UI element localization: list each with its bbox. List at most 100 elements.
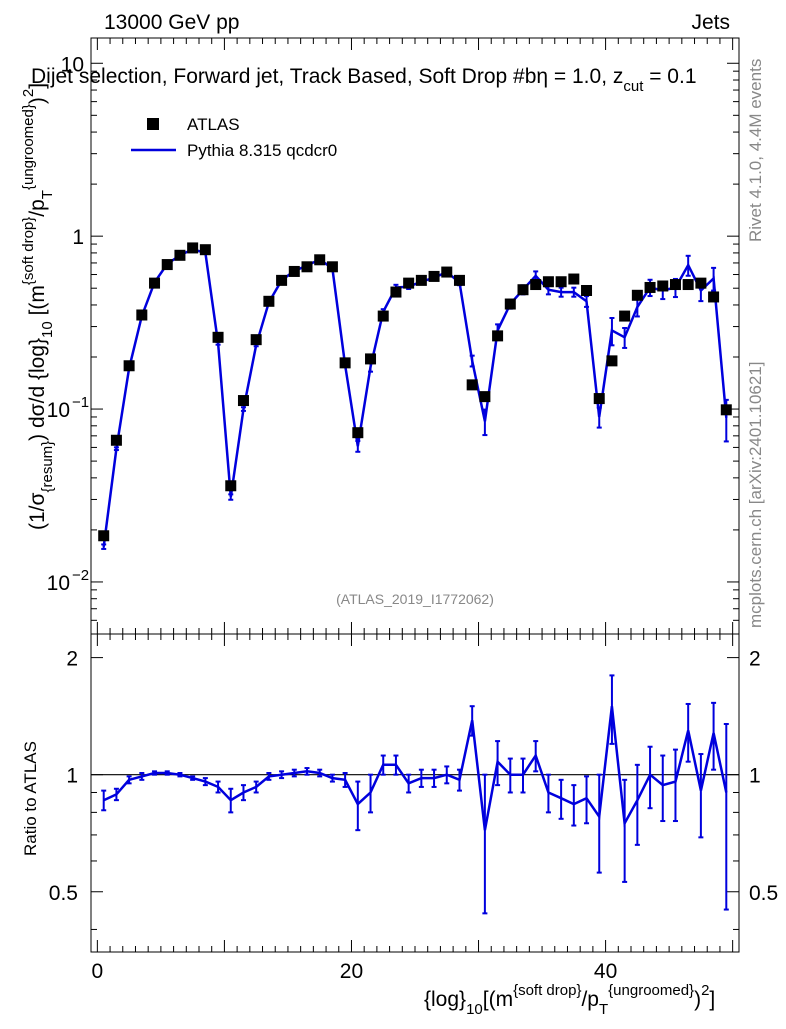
y-tick-label: 10 — [61, 53, 84, 76]
mcplots-label: mcplots.cern.ch [arXiv:2401.10621] — [746, 362, 765, 628]
data-point — [644, 281, 656, 293]
mc-series-line — [102, 247, 728, 547]
energy-label: 13000 GeV pp — [104, 11, 239, 34]
y-axis-title-part: 2 — [20, 89, 37, 97]
x-tick-label: 0 — [92, 960, 104, 983]
ratio-y-tick-label-right: 2 — [749, 648, 761, 671]
data-point — [492, 330, 504, 342]
y-tick-label: 10 — [47, 399, 70, 422]
data-point — [263, 295, 275, 307]
y-axis-title-part: T — [39, 190, 56, 199]
y-axis-title: (1/σ{resum}) dσ/d {log}10 [(m{soft drop}… — [20, 83, 56, 530]
data-point — [517, 284, 529, 296]
y-axis-title-part: ) — [26, 97, 49, 104]
data-point — [403, 277, 415, 289]
selection-title-tail: = 0.1 — [643, 65, 696, 88]
x-axis-title: {log}10[(m{soft drop}/pT{ungroomed})2] — [424, 982, 715, 1018]
x-axis-title-part: {log} — [424, 988, 466, 1011]
y-tick-label: 1 — [72, 226, 84, 249]
data-point — [669, 279, 681, 291]
data-point — [695, 277, 707, 289]
ratio-y-tick-label: 0.5 — [49, 882, 78, 905]
ratio-mc-line — [103, 706, 728, 831]
data-point — [250, 334, 262, 346]
data-point — [504, 298, 516, 310]
x-axis-title-part: 2 — [701, 982, 709, 999]
data-point — [212, 331, 224, 343]
data-point — [352, 427, 364, 439]
y-tick-exponent: −2 — [72, 567, 89, 584]
ratio-axis-title: Ratio to ATLAS — [21, 741, 40, 856]
y-tick-exponent: −1 — [72, 394, 89, 411]
data-point — [466, 379, 478, 391]
rivet-label: Rivet 4.1.0, 4.4M events — [746, 59, 765, 242]
x-tick-label: 20 — [340, 960, 363, 983]
analysis-label: (ATLAS_2019_I1772062) — [336, 591, 494, 607]
x-axis-title-part: T — [599, 1001, 608, 1018]
data-point — [390, 286, 402, 298]
data-point — [606, 355, 618, 367]
x-axis-title-part: /p — [581, 988, 599, 1011]
y-axis-title-part: {soft drop} — [20, 217, 37, 285]
y-axis-title-part: /p — [26, 199, 49, 217]
ratio-y-tick-label-right: 0.5 — [749, 882, 778, 905]
data-point — [326, 261, 338, 273]
data-point — [428, 270, 440, 282]
x-axis-title-part: {soft drop} — [513, 982, 581, 999]
data-point — [479, 391, 491, 403]
x-tick-label: 40 — [594, 960, 617, 983]
data-point — [568, 273, 580, 285]
data-point — [581, 284, 593, 296]
x-axis-title-part: {ungroomed} — [608, 982, 694, 999]
data-point — [339, 357, 351, 369]
ratio-y-tick-label: 2 — [66, 648, 78, 671]
data-point — [619, 310, 631, 322]
legend-mc-label: Pythia 8.315 qcdcr0 — [187, 141, 337, 160]
data-point — [314, 254, 326, 266]
data-point — [720, 404, 732, 416]
data-point — [555, 276, 567, 288]
ratio-plot-area — [91, 674, 739, 915]
data-point — [237, 395, 249, 407]
data-point — [708, 291, 720, 303]
y-axis-title-part: {resum} — [39, 441, 56, 493]
legend-data-marker — [147, 118, 159, 130]
ratio-y-tick-label-right: 1 — [749, 765, 761, 788]
x-axis-title-part: ] — [709, 988, 715, 1011]
data-point — [288, 265, 300, 277]
data-point — [123, 360, 135, 372]
data-point — [98, 530, 110, 542]
data-point — [276, 274, 288, 286]
data-point — [682, 279, 694, 291]
process-label: Jets — [691, 11, 730, 34]
selection-title: Dijet selection, Forward jet, Track Base… — [31, 65, 697, 95]
data-point — [542, 276, 554, 288]
ratio-y-tick-label: 1 — [66, 765, 78, 788]
data-point — [199, 244, 211, 256]
y-axis-title-part: [(m — [26, 285, 49, 321]
data-point — [453, 274, 465, 286]
data-point — [441, 266, 453, 278]
data-point — [415, 274, 427, 286]
selection-title-main: Dijet selection, Forward jet, Track Base… — [31, 65, 623, 88]
y-axis-title-part: ) dσ/d {log} — [26, 338, 49, 441]
y-axis-title-part: {ungroomed} — [20, 104, 37, 190]
data-point — [593, 393, 605, 405]
data-point — [301, 261, 313, 273]
data-point — [657, 280, 669, 292]
y-axis-title-part: ] — [26, 83, 49, 89]
data-point — [110, 434, 122, 446]
data-point — [377, 310, 389, 322]
data-point — [631, 289, 643, 301]
data-point — [149, 277, 161, 289]
data-point — [365, 353, 377, 365]
data-point — [136, 309, 148, 321]
data-point — [225, 480, 237, 492]
data-point — [530, 279, 542, 291]
main-plot-area — [98, 242, 732, 550]
data-point — [174, 249, 186, 261]
data-point — [187, 242, 199, 254]
x-axis-title-part: 10 — [466, 1001, 483, 1018]
